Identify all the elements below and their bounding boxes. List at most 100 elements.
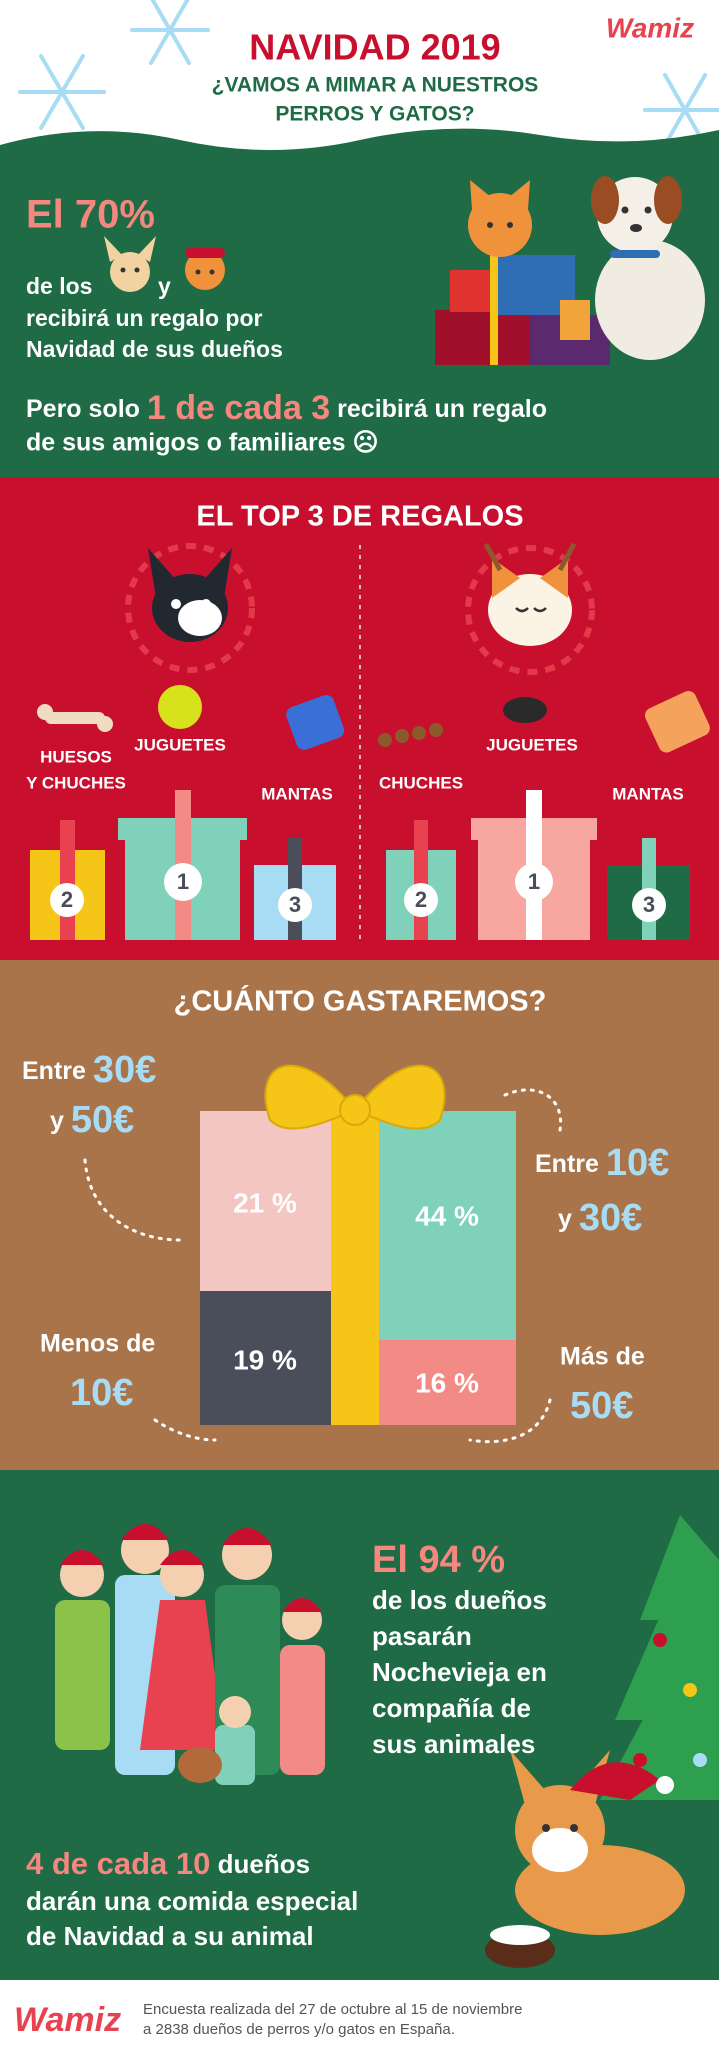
cat-head-part bbox=[488, 574, 572, 646]
family-illustration-part bbox=[160, 1550, 204, 1565]
percent: 19 % bbox=[233, 1344, 297, 1375]
gift-icons-part bbox=[503, 697, 547, 723]
logo: Wamiz bbox=[606, 12, 694, 43]
family-illustration-part bbox=[219, 1696, 251, 1728]
title: NAVIDAD 2019 bbox=[249, 27, 500, 68]
snowflake-part-part bbox=[663, 73, 707, 147]
new-year-section: El 94 % de los dueños pasarán Nochevieja… bbox=[0, 1470, 719, 1980]
family-illustration-part bbox=[55, 1600, 110, 1750]
family-illustration-part bbox=[215, 1725, 255, 1785]
text-line: Navidad de sus dueños bbox=[26, 336, 283, 362]
text: y bbox=[558, 1205, 572, 1233]
dog-head-part bbox=[201, 599, 211, 609]
cat-head-part bbox=[515, 607, 547, 613]
family-illustration-part bbox=[280, 1645, 325, 1775]
top3-section-part: 2 1 3 2 1 3 bbox=[61, 869, 655, 917]
spending-section-part bbox=[200, 1111, 331, 1291]
gift-icons bbox=[37, 685, 710, 753]
gift-icons-part bbox=[97, 716, 113, 732]
rank-badges-part bbox=[164, 863, 202, 901]
tree-illustration-part bbox=[633, 1753, 647, 1767]
dotted-connector bbox=[83, 1088, 563, 1444]
rank-badges bbox=[50, 863, 666, 922]
gift-icons-part bbox=[395, 729, 409, 743]
spending-section-part bbox=[379, 1340, 516, 1425]
dog-icon-part bbox=[104, 236, 122, 262]
gift-boxes-part bbox=[414, 820, 428, 940]
gifts-illustration-part bbox=[490, 250, 498, 365]
text-line: recibirá un regalo por bbox=[26, 305, 262, 331]
family-illustration-part bbox=[178, 1747, 222, 1783]
gifts-illustration-part bbox=[507, 222, 513, 228]
rank: 2 bbox=[415, 887, 427, 912]
amount: 10€ bbox=[70, 1372, 133, 1414]
gifts-illustration-part bbox=[610, 250, 660, 258]
subtitle: PERROS Y GATOS? bbox=[275, 103, 474, 126]
section-title: EL TOP 3 DE REGALOS bbox=[196, 501, 523, 533]
footnote: a 2838 dueños de perros y/o gatos en Esp… bbox=[143, 2021, 455, 2038]
dotted-connector-part bbox=[503, 1088, 563, 1132]
amount: 50€ bbox=[71, 1099, 134, 1141]
dotted-connector-part bbox=[468, 1398, 552, 1444]
spending-section-part: 21 % 44 % 19 % 16 % bbox=[233, 1187, 479, 1398]
cat-icon-part bbox=[209, 269, 215, 275]
amount: 30€ bbox=[93, 1049, 156, 1091]
text: Entre bbox=[535, 1150, 599, 1178]
dog-icon bbox=[104, 236, 156, 292]
rank-badges-part bbox=[404, 883, 438, 917]
percent: 16 % bbox=[415, 1367, 479, 1398]
gift-label: MANTAS bbox=[612, 784, 683, 803]
range-label: y 30€ bbox=[558, 1197, 642, 1239]
spending-section-part bbox=[379, 1111, 516, 1340]
gift-icons-part bbox=[412, 726, 426, 740]
footer: Wamiz Encuesta realizada del 27 de octub… bbox=[0, 1980, 719, 2048]
family-illustration bbox=[55, 1524, 325, 1785]
gifts-illustration-part bbox=[591, 176, 619, 224]
percent: 21 % bbox=[233, 1187, 297, 1218]
snowflake-part bbox=[643, 73, 719, 147]
subtitle: ¿VAMOS A MIMAR A NUESTROS bbox=[212, 74, 539, 97]
snowflake bbox=[18, 0, 719, 147]
gifts-illustration-part bbox=[630, 224, 642, 232]
amount: 50€ bbox=[570, 1385, 633, 1427]
gifts-illustration-part bbox=[621, 206, 629, 214]
text: Entre bbox=[22, 1057, 86, 1085]
range-label: Más de bbox=[560, 1343, 645, 1371]
rank: 3 bbox=[289, 892, 301, 917]
text: y bbox=[50, 1107, 64, 1135]
friends-line: Pero solo 1 de cada 3 recibirá un regalo bbox=[26, 389, 547, 427]
text-line: de sus amigos o familiares ☹ bbox=[26, 429, 379, 457]
gifts-illustration-part bbox=[560, 300, 590, 340]
corgi-illustration-part bbox=[510, 1750, 545, 1805]
corgi-illustration-part bbox=[656, 1776, 674, 1794]
gift-icons-part bbox=[645, 691, 710, 753]
text-line: de los bbox=[26, 273, 92, 299]
footer-part bbox=[0, 1980, 719, 2048]
rank: 1 bbox=[528, 869, 540, 894]
gift-label: CHUCHES bbox=[379, 773, 463, 792]
tree-illustration bbox=[600, 1515, 719, 1800]
dog-icon-part bbox=[138, 236, 156, 262]
gift-boxes-part bbox=[60, 820, 75, 940]
text-line: y bbox=[158, 273, 171, 299]
gift-icons-part bbox=[286, 695, 345, 750]
text-line: sus animales bbox=[372, 1729, 535, 1759]
range-label: Menos de bbox=[40, 1330, 155, 1358]
footnote: Encuesta realizada del 27 de octubre al … bbox=[143, 2001, 522, 2018]
spending-section-part: Entre 30€ y 50€ Entre 10€ y 30€ Menos de… bbox=[22, 1049, 669, 1427]
gift-icons-part bbox=[37, 704, 53, 720]
gift-icons-part bbox=[378, 733, 392, 747]
rank: 1 bbox=[177, 869, 189, 894]
dog-head-part bbox=[171, 599, 181, 609]
gift-icons-part bbox=[158, 685, 202, 729]
cat-icon-part bbox=[185, 250, 225, 290]
family-illustration-part bbox=[140, 1600, 225, 1750]
text-line: darán una comida especial bbox=[26, 1886, 358, 1916]
amount: 30€ bbox=[579, 1197, 642, 1239]
gift-icons-part bbox=[45, 712, 105, 724]
dog-icon-part bbox=[110, 252, 150, 292]
highlight: 4 de cada 10 bbox=[26, 1846, 210, 1881]
